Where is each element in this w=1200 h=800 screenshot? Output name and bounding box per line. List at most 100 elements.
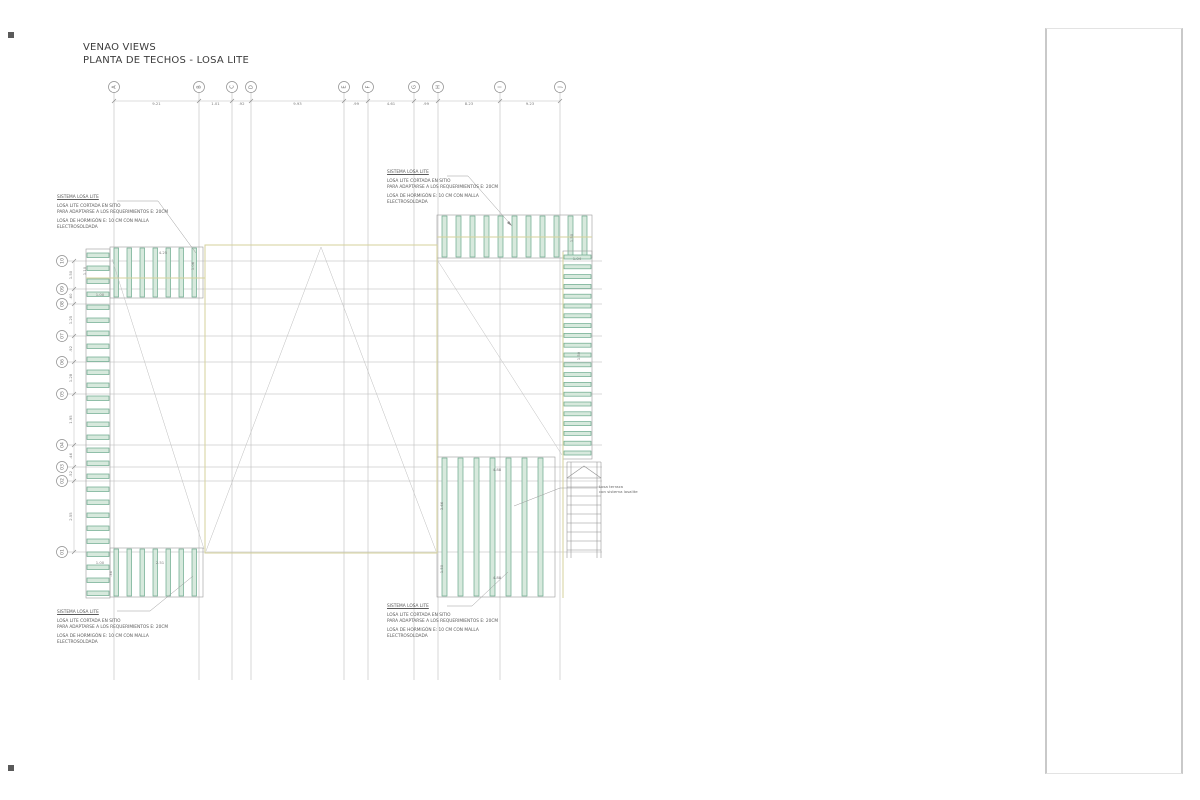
grid-bubble-row bbox=[56, 461, 68, 473]
dimension-label: .52 bbox=[68, 470, 73, 477]
dimension-label: 4.25 bbox=[159, 250, 168, 255]
dimension-label: 1.10 bbox=[82, 266, 87, 275]
grid-bubble-label: G bbox=[412, 85, 418, 89]
grid-bubble-label: I bbox=[498, 86, 504, 87]
grid-bubble-row bbox=[56, 546, 68, 558]
slab-edge-lines bbox=[86, 236, 592, 598]
dimension-label: 4.88 bbox=[493, 575, 502, 580]
grid-bubble-row bbox=[56, 298, 68, 310]
note-title: SISTEMA LOSA LITE bbox=[57, 195, 99, 200]
stair-note-line: Losa terraza bbox=[599, 484, 623, 489]
dimension-label: .92 bbox=[68, 345, 73, 352]
sheet-corner-mark-bottom bbox=[8, 765, 14, 771]
grid-bubble-row bbox=[56, 330, 68, 342]
title-line-2: PLANTA DE TECHOS - LOSA LITE bbox=[83, 54, 250, 66]
note-title: SISTEMA LOSA LITE bbox=[57, 610, 99, 615]
note-line: ELECTROSOLDADA bbox=[387, 633, 428, 639]
losa-lite-note-top-left: SISTEMA LOSA LITE LOSA LITE CORTADA EN S… bbox=[57, 195, 177, 234]
note-line: LOSA LITE CORTADA EN SITIO bbox=[57, 619, 121, 625]
losa-lite-note-top-right: SISTEMA LOSA LITE LOSA LITE CORTADA EN S… bbox=[387, 170, 507, 209]
note-line: LOSA LITE CORTADA EN SITIO bbox=[387, 179, 451, 185]
dimension-label: 1.50 bbox=[569, 233, 574, 242]
dimension-label: 1.95 bbox=[68, 415, 73, 424]
note-line: ELECTROSOLDADA bbox=[57, 224, 98, 230]
losa-lite-hatch-regions bbox=[85, 214, 593, 599]
dimension-label: 1.00 bbox=[96, 292, 105, 297]
dimension-strings: 9.21 1.01 .92 9.93 .99 4.61 .99 8.23 9.23 1.50 .60… bbox=[68, 98, 563, 555]
grid-bubble-column bbox=[432, 81, 444, 93]
grid-bubble-label: 07 bbox=[60, 333, 66, 339]
grid-bubble-row bbox=[56, 388, 68, 400]
dimension-label: .99 bbox=[353, 101, 360, 106]
note-line: PARA ADAPTARSE A LOS REQUERIMIENTOS E: 2… bbox=[387, 184, 499, 190]
grid-bubble-row bbox=[56, 439, 68, 451]
dimension-label: 1.04 bbox=[573, 256, 582, 261]
dimension-label: .60 bbox=[68, 293, 73, 300]
grid-bubble-label: 05 bbox=[60, 391, 66, 397]
title-block-panel bbox=[1045, 28, 1183, 774]
grid-bubble-column bbox=[245, 81, 257, 93]
grid-bubble-column bbox=[108, 81, 120, 93]
annotation-leaders bbox=[117, 175, 597, 612]
note-line: LOSA DE HORMIGÓN E: 10 CM CON MALLA bbox=[387, 628, 479, 634]
grid-bubble-label: 04 bbox=[60, 442, 66, 448]
grid-bubble-label: 01 bbox=[60, 549, 66, 555]
dimension-label: 1.06 bbox=[190, 261, 195, 270]
grid-bubble-column bbox=[494, 81, 506, 93]
grid-bubble-label: H bbox=[436, 85, 442, 89]
dimension-label: 1.50 bbox=[439, 564, 444, 573]
stair-terrace-note: Losa terraza con sistema losalite bbox=[599, 484, 638, 494]
sheet-corner-mark-top bbox=[8, 32, 14, 38]
note-line: LOSA DE HORMIGÓN E: 10 CM CON MALLA bbox=[387, 194, 479, 200]
stair-note-line: con sistema losalite bbox=[599, 489, 638, 494]
grid-bubbles: A B C D E F G H I J 10 09 08 07 06 05 04 03 02 01 bbox=[56, 81, 566, 558]
grid-bubble-column bbox=[554, 81, 566, 93]
note-line: LOSA LITE CORTADA EN SITIO bbox=[57, 204, 121, 210]
note-line: LOSA DE HORMIGÓN E: 10 CM CON MALLA bbox=[57, 219, 149, 225]
grid-bubble-label: 06 bbox=[60, 359, 66, 365]
grid-bubble-label: 03 bbox=[60, 464, 66, 470]
note-line: ELECTROSOLDADA bbox=[387, 199, 428, 205]
grid-bubble-row bbox=[56, 475, 68, 487]
plan-dimensions: 4.25 1.06 1.10 1.00 1.50 1.04 1.50 4.88 3.66 4.88… bbox=[82, 233, 582, 580]
stair-detail bbox=[566, 461, 602, 558]
note-line: LOSA LITE CORTADA EN SITIO bbox=[387, 613, 451, 619]
grid-bubble-label: 08 bbox=[60, 301, 66, 307]
dimension-label: 1.00 bbox=[96, 560, 105, 565]
note-title: SISTEMA LOSA LITE bbox=[387, 170, 429, 175]
note-line: ELECTROSOLDADA bbox=[57, 639, 98, 645]
grid-bubble-label: 10 bbox=[60, 258, 66, 264]
dimension-label: 9.93 bbox=[293, 101, 302, 106]
grid-bubble-label: B bbox=[197, 85, 203, 89]
grid-bubble-column bbox=[362, 81, 374, 93]
dimension-label: 1.28 bbox=[68, 373, 73, 382]
drawing-title: VENAO VIEWS PLANTA DE TECHOS - LOSA LITE bbox=[83, 42, 249, 67]
dimension-label: .36 bbox=[108, 570, 113, 577]
grid-bubble-label: F bbox=[366, 85, 372, 88]
dimension-label: 1.25 bbox=[68, 315, 73, 324]
dimension-label: 1.50 bbox=[576, 351, 581, 360]
grid-bubble-label: J bbox=[558, 86, 564, 88]
grid-bubble-label: E bbox=[342, 85, 348, 88]
dimension-label: 1.01 bbox=[211, 101, 220, 106]
grid-bubble-column bbox=[193, 81, 205, 93]
dimension-label: 4.88 bbox=[493, 467, 502, 472]
grid-bubble-row bbox=[56, 356, 68, 368]
title-line-1: VENAO VIEWS bbox=[83, 42, 156, 53]
dimension-label: 9.23 bbox=[526, 101, 535, 106]
grid-bubble-label: 09 bbox=[60, 286, 66, 292]
grid-bubble-column bbox=[338, 81, 350, 93]
dimension-label: .99 bbox=[423, 101, 430, 106]
grid-bubble-column bbox=[408, 81, 420, 93]
grid-bubble-row bbox=[56, 255, 68, 267]
note-title: SISTEMA LOSA LITE bbox=[387, 604, 429, 609]
note-line: LOSA DE HORMIGÓN E: 10 CM CON MALLA bbox=[57, 634, 149, 640]
dimension-label: 4.61 bbox=[387, 101, 396, 106]
roof-slope-lines bbox=[111, 246, 563, 552]
grid-bubble-column bbox=[226, 81, 238, 93]
dimension-label: 2.51 bbox=[156, 560, 165, 565]
dimension-label: .46 bbox=[68, 452, 73, 459]
grid-bubble-label: A bbox=[112, 85, 118, 89]
dimension-label: 1.50 bbox=[68, 270, 73, 279]
